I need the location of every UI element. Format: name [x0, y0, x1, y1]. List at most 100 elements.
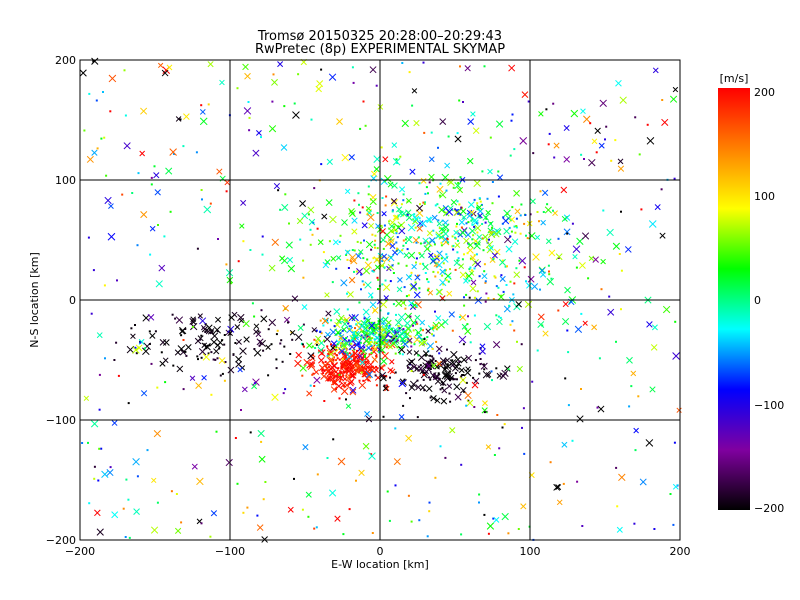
scatter-point	[440, 241, 443, 244]
scatter-point	[308, 361, 316, 368]
scatter-point	[549, 461, 552, 464]
scatter-point	[414, 328, 423, 337]
scatter-point	[275, 358, 278, 361]
scatter-point	[662, 305, 671, 314]
scatter-point	[435, 315, 442, 322]
scatter-point	[514, 231, 517, 234]
scatter-point	[344, 188, 351, 195]
scatter-point	[255, 130, 262, 136]
scatter-point	[376, 367, 379, 370]
scatter-point	[236, 482, 239, 485]
x-tick-label: −200	[65, 545, 95, 558]
scatter-point	[348, 343, 356, 351]
scatter-point	[172, 364, 175, 367]
scatter-point	[345, 361, 354, 370]
scatter-point	[408, 384, 416, 391]
scatter-point	[150, 526, 159, 534]
scatter-point	[400, 203, 403, 206]
scatter-point	[467, 221, 470, 224]
scatter-point	[392, 272, 395, 274]
scatter-point	[371, 307, 379, 314]
scatter-point	[394, 318, 403, 327]
scatter-point	[203, 342, 211, 351]
scatter-point	[475, 253, 478, 256]
scatter-point	[396, 286, 403, 293]
scatter-point	[523, 266, 526, 269]
scatter-point	[344, 350, 347, 353]
scatter-point	[289, 353, 292, 355]
scatter-point	[557, 237, 560, 240]
scatter-point	[396, 162, 399, 164]
scatter-point	[373, 243, 376, 246]
scatter-point	[369, 197, 377, 206]
scatter-point	[347, 291, 354, 298]
scatter-point	[473, 267, 476, 270]
scatter-point	[401, 353, 404, 356]
scatter-point	[432, 257, 435, 260]
scatter-point	[453, 383, 461, 391]
scatter-point	[405, 242, 407, 244]
scatter-point	[236, 87, 239, 90]
scatter-point	[514, 208, 521, 215]
scatter-point	[614, 139, 617, 142]
scatter-point	[125, 478, 128, 481]
scatter-point	[405, 434, 413, 442]
scatter-point	[345, 353, 353, 361]
scatter-point	[383, 295, 390, 301]
scatter-point	[365, 368, 368, 370]
scatter-point	[349, 260, 352, 263]
scatter-point	[164, 381, 167, 384]
scatter-point	[383, 384, 386, 387]
scatter-point	[482, 233, 489, 241]
scatter-point	[405, 236, 413, 244]
scatter-point	[553, 483, 561, 491]
scatter-point	[499, 275, 506, 282]
scatter-point	[160, 351, 163, 354]
scatter-point	[436, 203, 439, 206]
scatter-point	[251, 302, 254, 305]
scatter-point	[338, 314, 345, 322]
scatter-point	[203, 205, 212, 214]
scatter-point	[347, 267, 350, 269]
scatter-point	[384, 385, 390, 392]
scatter-point	[349, 386, 357, 394]
scatter-point	[335, 346, 338, 349]
scatter-point	[94, 509, 101, 517]
scatter-point	[398, 227, 406, 235]
scatter-point	[176, 365, 184, 373]
scatter-point	[440, 244, 443, 247]
scatter-point	[90, 312, 93, 315]
scatter-point	[413, 291, 421, 299]
scatter-point	[380, 146, 383, 149]
scatter-point	[453, 229, 459, 236]
scatter-point	[456, 186, 464, 194]
scatter-point	[472, 376, 475, 379]
scatter-point	[524, 214, 527, 216]
scatter-point	[415, 257, 418, 260]
scatter-point	[396, 247, 399, 250]
scatter-point	[513, 282, 516, 285]
scatter-point	[389, 359, 395, 365]
scatter-point	[525, 280, 527, 283]
scatter-point	[513, 148, 516, 151]
scatter-point	[375, 384, 378, 387]
scatter-point	[367, 185, 370, 188]
scatter-point	[346, 308, 349, 311]
scatter-point	[366, 334, 369, 337]
scatter-point	[548, 270, 550, 273]
scatter-point	[382, 323, 385, 326]
scatter-point	[242, 511, 245, 514]
scatter-point	[445, 208, 454, 216]
scatter-point	[375, 354, 378, 357]
scatter-point	[373, 166, 380, 173]
scatter-point	[485, 292, 488, 295]
scatter-point	[566, 232, 569, 235]
scatter-point	[275, 333, 278, 336]
scatter-point	[221, 372, 224, 375]
scatter-point	[197, 313, 203, 319]
scatter-point	[548, 132, 551, 135]
scatter-point	[370, 344, 373, 347]
scatter-point	[382, 342, 385, 345]
scatter-point	[98, 373, 101, 376]
scatter-point	[474, 260, 482, 268]
